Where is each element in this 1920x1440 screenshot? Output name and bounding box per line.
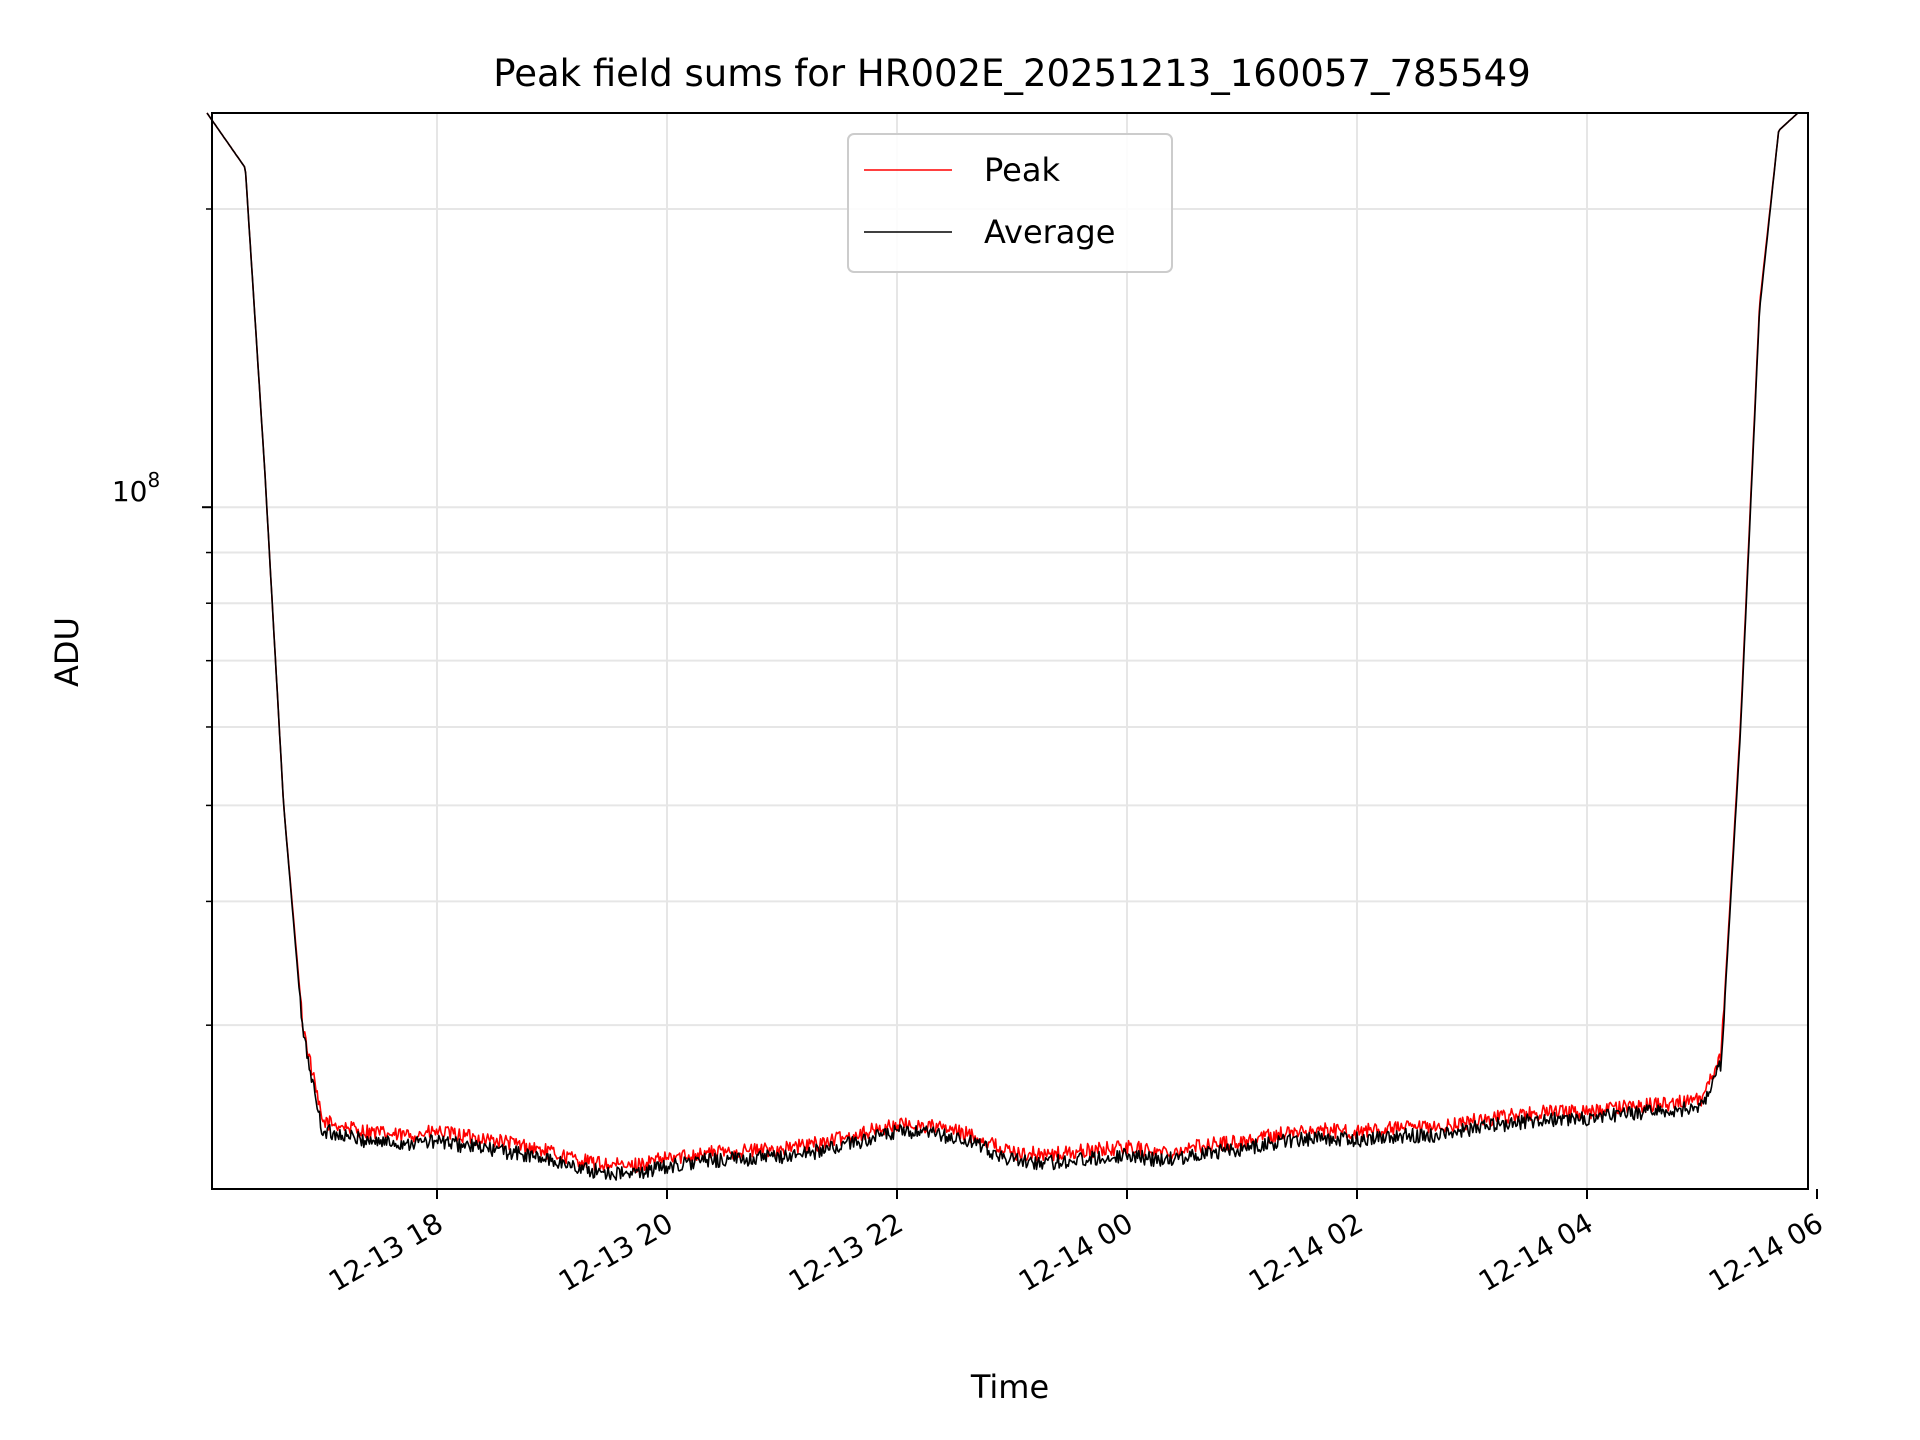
legend-label-average: Average	[984, 213, 1115, 251]
legend-label-peak: Peak	[984, 151, 1060, 189]
series-layer	[206, 112, 1799, 1181]
y-tick-label-major: 108	[112, 468, 160, 508]
y-axis-ticks	[202, 208, 212, 1026]
legend: Peak Average	[847, 133, 1173, 273]
chart-title: Peak field sums for HR002E_20251213_1600…	[493, 52, 1531, 95]
y-tick-label-exponent: 8	[147, 468, 160, 492]
y-tick-label-base: 10	[112, 475, 148, 508]
y-axis-label: ADU	[48, 617, 86, 687]
legend-box	[847, 133, 1173, 273]
plot-frame	[211, 112, 1809, 1190]
x-axis-label: Time	[970, 1368, 1049, 1406]
grid-lines	[212, 113, 1808, 1189]
series-line-average	[206, 112, 1799, 1181]
series-line-peak	[206, 112, 1799, 1173]
